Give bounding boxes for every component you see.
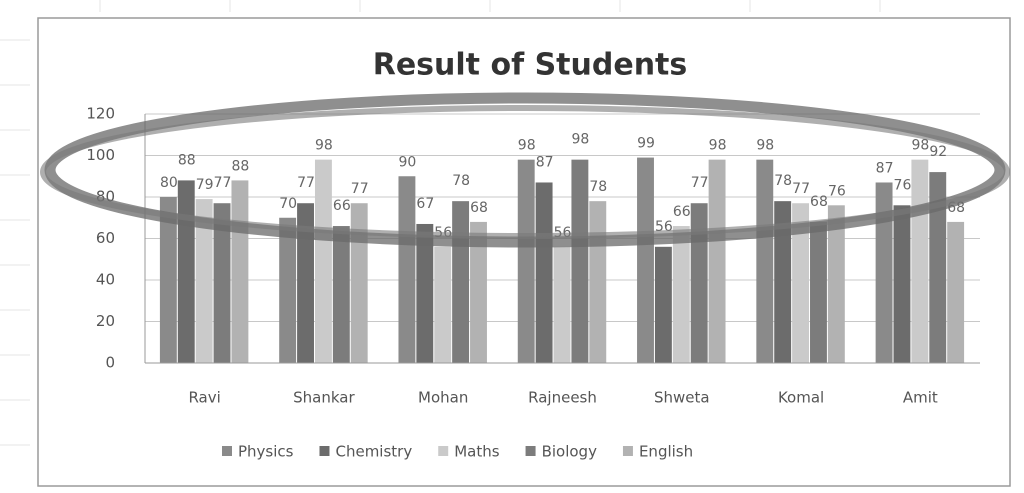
bar bbox=[517, 159, 535, 363]
y-tick-label: 100 bbox=[86, 146, 115, 164]
bar bbox=[159, 197, 177, 363]
bar bbox=[827, 205, 845, 363]
data-label: 98 bbox=[315, 138, 333, 154]
bar bbox=[535, 182, 553, 363]
data-label: 77 bbox=[792, 181, 810, 197]
legend-swatch bbox=[525, 446, 536, 456]
x-tick-label: Shweta bbox=[654, 389, 710, 407]
chart-title: Result of Students bbox=[373, 48, 688, 83]
bar bbox=[279, 217, 297, 363]
data-label: 68 bbox=[810, 194, 828, 210]
data-label: 77 bbox=[214, 175, 232, 191]
bar bbox=[654, 246, 672, 363]
legend-label: Chemistry bbox=[335, 443, 412, 461]
legend-label: English bbox=[639, 443, 693, 461]
data-label: 67 bbox=[416, 196, 434, 212]
bar bbox=[231, 180, 249, 363]
data-label: 78 bbox=[774, 173, 792, 189]
data-label: 77 bbox=[297, 175, 315, 191]
bar bbox=[350, 203, 368, 363]
x-tick-label: Ravi bbox=[188, 389, 220, 407]
data-label: 98 bbox=[756, 138, 774, 154]
legend-swatch bbox=[319, 446, 330, 456]
data-label: 88 bbox=[178, 152, 196, 168]
y-tick-label: 60 bbox=[96, 229, 115, 247]
x-tick-label: Rajneesh bbox=[528, 389, 597, 407]
data-label: 87 bbox=[876, 160, 894, 176]
legend-label: Biology bbox=[542, 443, 598, 461]
bar bbox=[637, 157, 654, 363]
data-label: 99 bbox=[637, 136, 655, 152]
data-label: 88 bbox=[232, 158, 250, 174]
y-tick-label: 0 bbox=[105, 354, 115, 372]
spreadsheet-grid bbox=[0, 0, 881, 446]
data-label: 76 bbox=[894, 177, 912, 193]
x-tick-label: Shankar bbox=[293, 389, 355, 407]
data-label: 78 bbox=[452, 173, 470, 189]
bar bbox=[332, 226, 350, 363]
bar bbox=[792, 203, 810, 363]
data-label: 98 bbox=[518, 138, 536, 154]
bar bbox=[756, 159, 774, 363]
x-tick-label: Mohan bbox=[418, 389, 468, 407]
bar bbox=[690, 203, 708, 363]
bar bbox=[911, 159, 929, 363]
bar bbox=[810, 221, 827, 363]
bar bbox=[434, 246, 452, 363]
data-label: 77 bbox=[351, 181, 369, 197]
data-label: 80 bbox=[160, 175, 178, 191]
x-tick-label: Komal bbox=[778, 389, 824, 407]
bar bbox=[589, 201, 607, 363]
data-label: 98 bbox=[571, 132, 589, 148]
data-label: 78 bbox=[589, 179, 607, 195]
y-tick-label: 20 bbox=[96, 312, 115, 330]
data-label: 79 bbox=[196, 177, 214, 193]
bar bbox=[774, 201, 792, 363]
bar bbox=[553, 246, 571, 363]
bar bbox=[297, 203, 314, 363]
bar bbox=[929, 172, 947, 363]
data-label: 98 bbox=[709, 138, 727, 154]
data-label: 70 bbox=[279, 196, 297, 212]
y-tick-label: 40 bbox=[96, 271, 115, 289]
bar bbox=[195, 199, 213, 363]
legend-label: Maths bbox=[454, 443, 500, 461]
data-label: 68 bbox=[470, 200, 488, 216]
legend-swatch bbox=[222, 446, 232, 456]
legend-label: Physics bbox=[238, 443, 294, 461]
legend-swatch bbox=[622, 446, 633, 456]
y-tick-label: 120 bbox=[86, 105, 115, 123]
data-label: 92 bbox=[929, 144, 947, 160]
bar bbox=[452, 201, 470, 363]
scribble bbox=[44, 92, 1006, 248]
bar bbox=[213, 203, 231, 363]
data-label: 76 bbox=[828, 183, 846, 199]
x-tick-label: Amit bbox=[903, 389, 938, 407]
bar bbox=[947, 221, 965, 363]
data-label: 87 bbox=[536, 154, 554, 170]
data-label: 98 bbox=[911, 138, 929, 154]
scribble bbox=[40, 105, 1010, 239]
bar bbox=[416, 223, 434, 363]
data-label: 77 bbox=[691, 175, 709, 191]
data-label: 90 bbox=[399, 154, 417, 170]
bar bbox=[708, 159, 726, 363]
data-label: 66 bbox=[333, 198, 351, 214]
bar bbox=[470, 221, 487, 363]
bar bbox=[893, 205, 911, 363]
data-label: 66 bbox=[673, 204, 691, 220]
bar bbox=[875, 182, 893, 363]
bar bbox=[314, 159, 332, 363]
bar bbox=[177, 180, 195, 363]
bar bbox=[672, 226, 690, 363]
legend-swatch bbox=[438, 446, 449, 456]
bar bbox=[398, 176, 416, 363]
bar bbox=[571, 159, 589, 363]
